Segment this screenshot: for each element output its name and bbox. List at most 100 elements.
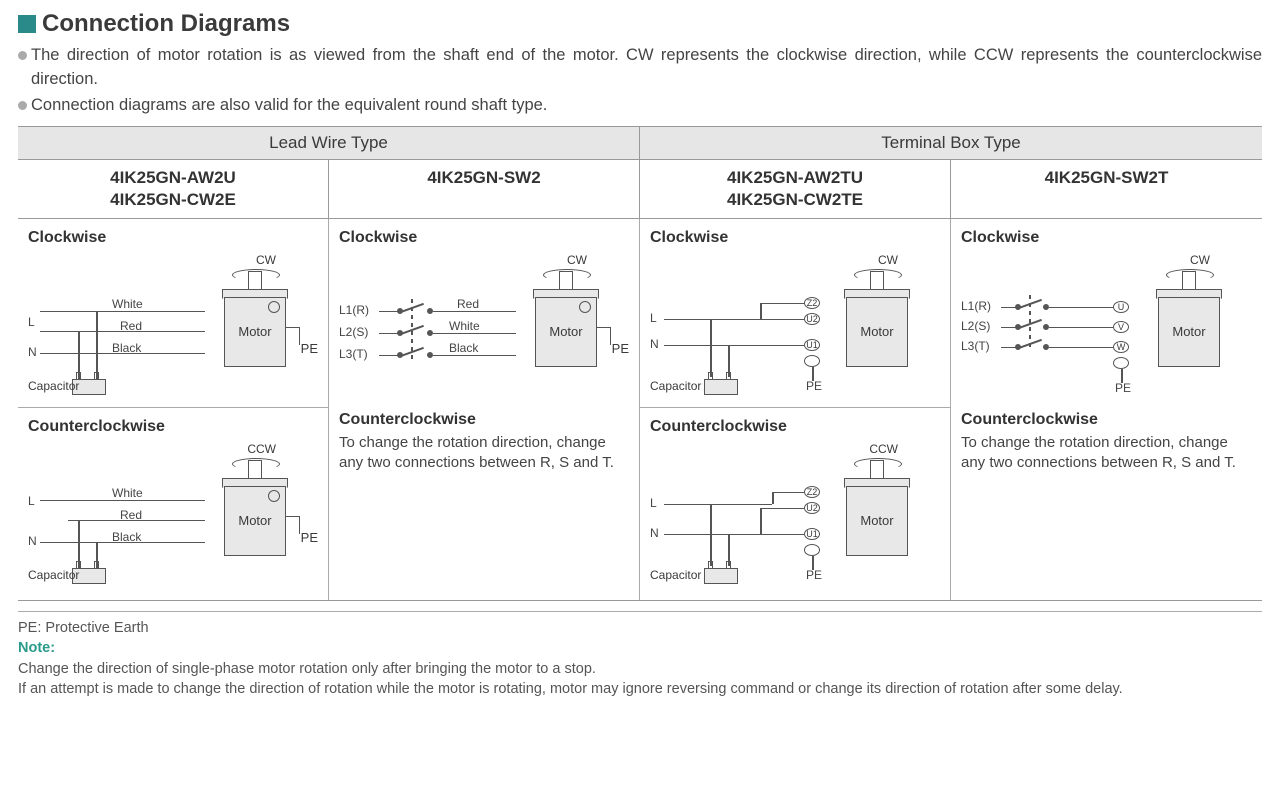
header-lead-wire: Lead Wire Type <box>18 127 640 160</box>
terminal-z2: Z2 <box>804 297 820 309</box>
phase-l3: L3(T) <box>961 339 990 353</box>
wire <box>664 319 804 321</box>
wire-black: Black <box>449 341 478 355</box>
model-col-1: 4IK25GN-AW2U 4IK25GN-CW2E <box>18 160 329 219</box>
footer-note-1: Change the direction of single-phase mot… <box>18 659 1262 679</box>
cell-col3: Clockwise CW Motor L N Z2 U2 U1 PE Capac… <box>640 219 951 600</box>
terminal-u1: U1 <box>804 339 820 351</box>
phase-l2: L2(S) <box>339 325 368 339</box>
wire <box>96 311 98 379</box>
wire-L: L <box>650 496 657 510</box>
terminal-u2: U2 <box>804 313 820 325</box>
wire <box>379 311 399 313</box>
cap-terminal <box>76 372 81 379</box>
diagram-col4-cw: CW Motor L1(R) L2(S) L3(T) U V W <box>961 251 1252 401</box>
wire-N: N <box>650 337 659 351</box>
wire <box>664 345 804 347</box>
pe-label: PE <box>806 379 822 393</box>
capacitor-label: Capacitor <box>28 568 79 582</box>
ccw-label: Counterclockwise <box>961 411 1252 429</box>
ccw-note: To change the rotation direction, change… <box>961 433 1252 474</box>
switch-link <box>1029 295 1031 351</box>
cap-terminal <box>708 561 713 568</box>
wire <box>40 542 205 544</box>
pe-label: PE <box>301 341 318 356</box>
pe-label: PE <box>806 568 822 582</box>
title-row: Connection Diagrams <box>18 10 1262 38</box>
wire-L: L <box>650 311 657 325</box>
terminal-z2: Z2 <box>804 486 820 498</box>
cap-terminal <box>726 372 731 379</box>
bullet-icon <box>18 51 27 60</box>
intro-text-1: The direction of motor rotation is as vi… <box>31 44 1262 92</box>
cell-col2: Clockwise CW Motor PE L1(R) L2(S) L3(T) … <box>329 219 640 600</box>
wire <box>1049 307 1113 309</box>
wire-N: N <box>28 534 37 548</box>
wire <box>760 508 762 534</box>
diagram-col2-cw: CW Motor PE L1(R) L2(S) L3(T) Red White … <box>339 251 629 401</box>
cw-label: Clockwise <box>28 229 318 247</box>
wire <box>664 534 804 536</box>
wire-red: Red <box>457 297 479 311</box>
ccw-label: Counterclockwise <box>28 418 318 436</box>
wire <box>379 333 399 335</box>
model-col-3: 4IK25GN-AW2TU 4IK25GN-CW2TE <box>640 160 951 219</box>
intro-bullet-1: The direction of motor rotation is as vi… <box>18 44 1262 92</box>
wire <box>772 492 804 494</box>
cell-col1: Clockwise CW Motor PE White Red Black L … <box>18 219 329 600</box>
cap-terminal <box>94 372 99 379</box>
model-col-4: 4IK25GN-SW2T <box>951 160 1262 219</box>
terminal-ground <box>804 355 820 367</box>
capacitor-label: Capacitor <box>650 379 701 393</box>
wire-L: L <box>28 494 35 508</box>
wire-L: L <box>28 315 35 329</box>
cap-terminal <box>726 561 731 568</box>
intro-bullet-2: Connection diagrams are also valid for t… <box>18 94 1262 118</box>
wire <box>760 508 804 510</box>
terminal-u2: U2 <box>804 502 820 514</box>
terminal-u1: U1 <box>804 528 820 540</box>
switch-link <box>411 299 413 359</box>
model-col-2: 4IK25GN-SW2 <box>329 160 640 219</box>
phase-l1: L1(R) <box>961 299 991 313</box>
capacitor-label: Capacitor <box>650 568 701 582</box>
wire <box>40 500 205 502</box>
rotation-arrow-icon <box>543 269 591 281</box>
rotation-arrow-icon <box>854 458 902 470</box>
wire <box>710 504 712 566</box>
ccw-label: Counterclockwise <box>339 411 629 429</box>
wire <box>433 333 516 335</box>
model-1b: 4IK25GN-CW2E <box>22 189 324 211</box>
wire <box>68 520 205 522</box>
model-1a: 4IK25GN-AW2U <box>22 167 324 189</box>
motor-box: Motor <box>846 297 908 367</box>
footer-note-label: Note: <box>18 638 1262 658</box>
wire <box>40 311 205 313</box>
wire-white: White <box>449 319 480 333</box>
terminal-v: V <box>1113 321 1129 333</box>
cell-col4: Clockwise CW Motor L1(R) L2(S) L3(T) <box>951 219 1262 600</box>
terminal-u: U <box>1113 301 1129 313</box>
wire <box>760 303 804 305</box>
wire <box>40 331 205 333</box>
wire <box>1049 347 1113 349</box>
phase-l3: L3(T) <box>339 347 368 361</box>
model-3b: 4IK25GN-CW2TE <box>644 189 946 211</box>
motor-box: Motor <box>846 486 908 556</box>
terminal-ground <box>1113 357 1129 369</box>
wire <box>664 504 772 506</box>
wire-N: N <box>28 345 37 359</box>
rotation-arrow-icon <box>1166 269 1214 281</box>
rotation-arrow-icon <box>232 458 280 470</box>
capacitor-box <box>704 379 738 395</box>
wire <box>1049 327 1113 329</box>
title-square-icon <box>18 15 36 33</box>
wire <box>40 353 205 355</box>
footer-pe: PE: Protective Earth <box>18 618 1262 638</box>
page-title: Connection Diagrams <box>42 10 290 38</box>
ccw-arrow-label: CCW <box>247 442 276 456</box>
wire <box>379 355 399 357</box>
pe-label: PE <box>1115 381 1131 395</box>
motor-box: Motor <box>1158 297 1220 367</box>
capacitor-label: Capacitor <box>28 379 79 393</box>
